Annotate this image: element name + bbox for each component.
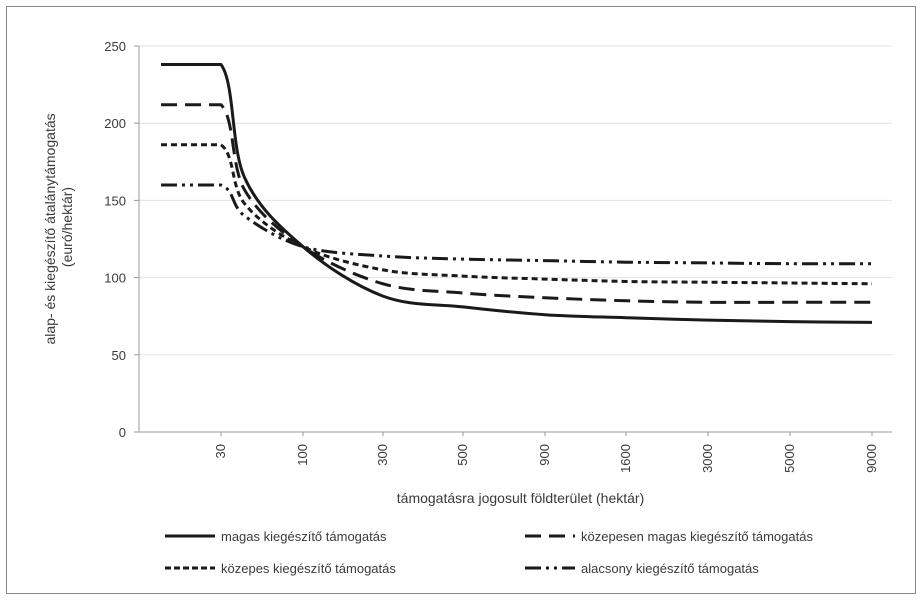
legend-label: közepes kiegészítő támogatás [221,561,396,576]
legend-label: közepesen magas kiegészítő támogatás [581,529,813,544]
y-tick-label: 50 [112,348,126,363]
y-axis-title: alap- és kiegészítő átalánytámogatás (eu… [42,109,75,344]
y-tick-label: 150 [104,193,126,208]
gridlines [139,45,892,356]
legend-label: magas kiegészítő támogatás [221,529,387,544]
x-tick-label: 5000 [782,444,797,473]
y-tick-label: 250 [104,39,126,54]
x-tick-label: 1600 [618,444,633,473]
series-line-4 [161,183,873,266]
x-tick-label: 300 [375,444,390,466]
y-axis-title-line1: alap- és kiegészítő átalánytámogatás [42,113,58,344]
x-tick-label: 9000 [864,444,879,473]
x-tick-label: 30 [213,444,228,458]
chart-frame: 0 50 100 150 200 250 30 100 300 500 900 1600 3000 50… [6,6,916,594]
y-axis-title-line2: (euró/hektár) [59,187,75,267]
series-lines [161,63,873,324]
y-tick-label: 0 [119,425,126,440]
y-tick-label: 200 [104,116,126,131]
legend: magas kiegészítő támogatás közepesen maga… [165,529,813,576]
axes [134,45,892,436]
x-tick-label: 900 [537,444,552,466]
x-axis-title: támogatásra jogosult földterület (hektár… [397,490,644,506]
series-line-2 [161,103,872,304]
x-tick-label: 100 [295,444,310,466]
y-tick-label: 100 [104,271,126,286]
x-tick-label: 3000 [700,444,715,473]
x-tick-label: 500 [455,444,470,466]
line-chart: 0 50 100 150 200 250 30 100 300 500 900 1600 3000 50… [42,39,892,576]
series-line-3 [161,143,873,286]
x-tick-labels: 30 100 300 500 900 1600 3000 5000 9000 [213,444,879,473]
y-tick-labels: 0 50 100 150 200 250 [104,39,126,440]
series-line-1 [161,63,873,324]
legend-label: alacsony kiegészítő támogatás [581,561,759,576]
